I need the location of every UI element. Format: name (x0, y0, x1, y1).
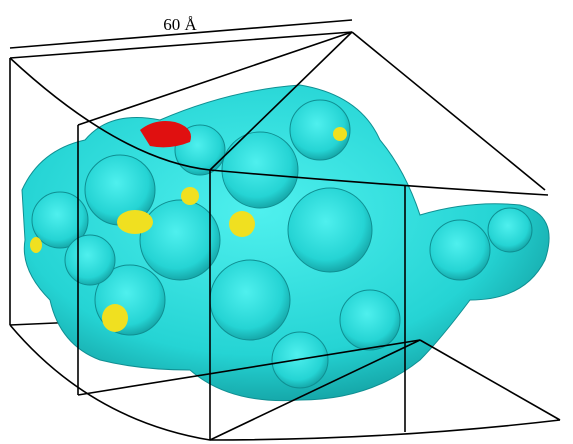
protein-surface (22, 85, 549, 401)
scale-label: 60 Å (163, 15, 197, 34)
figure: 60 Å {"label": "60 Å"} (0, 0, 573, 444)
